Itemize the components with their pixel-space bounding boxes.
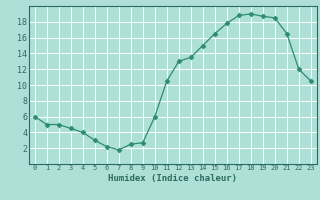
X-axis label: Humidex (Indice chaleur): Humidex (Indice chaleur) (108, 174, 237, 183)
